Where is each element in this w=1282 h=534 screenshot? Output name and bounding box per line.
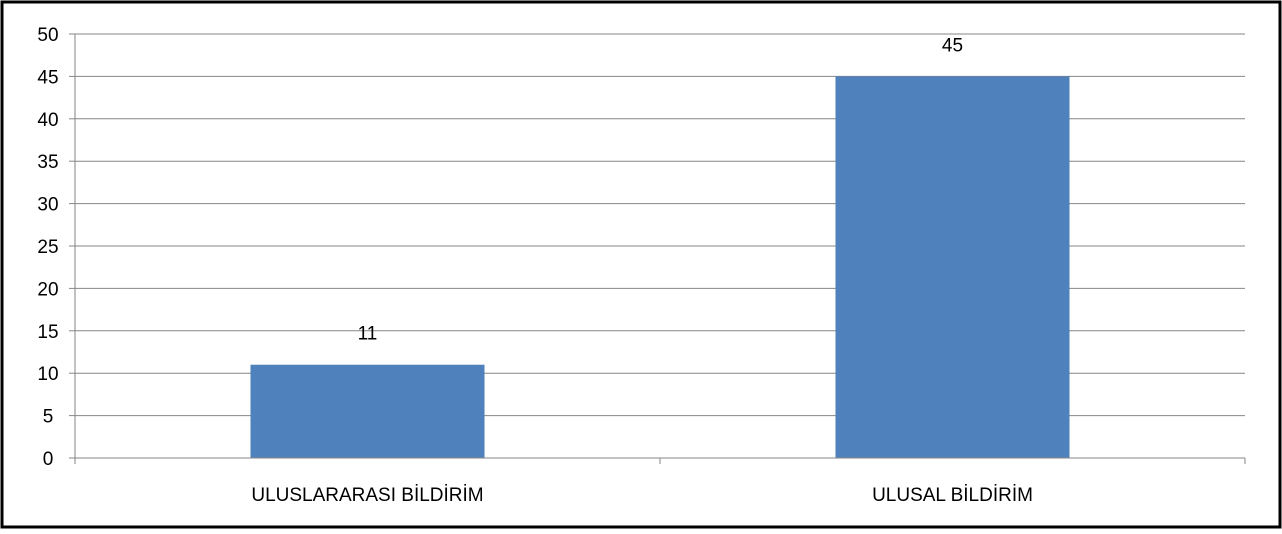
bars — [250, 76, 1070, 459]
y-tick-label: 40 — [37, 110, 58, 131]
y-tick-label: 45 — [37, 67, 58, 88]
y-tick-label: 50 — [37, 25, 58, 46]
data-label: 45 — [942, 35, 963, 56]
x-tick-label: ULUSAL BİLDİRİM — [872, 485, 1033, 506]
y-tick-label: 10 — [37, 364, 58, 385]
y-tick-label: 20 — [37, 279, 58, 300]
bar — [835, 76, 1070, 459]
data-labels: 11 45 — [358, 35, 963, 344]
data-label: 11 — [358, 324, 378, 345]
y-tick-label: 30 — [37, 195, 58, 216]
y-tick-label: 15 — [37, 322, 58, 343]
x-tick-labels: ULUSLARARASI BİLDİRİM ULUSAL BİLDİRİM — [251, 485, 1033, 506]
axes — [74, 34, 1245, 459]
bar — [250, 364, 485, 458]
y-tick-label: 5 — [43, 407, 54, 428]
x-tick-label: ULUSLARARASI BİLDİRİM — [251, 485, 483, 506]
y-tick-label: 35 — [37, 152, 58, 173]
y-tick-labels: 0 5 10 15 20 25 30 35 40 45 50 — [37, 25, 58, 470]
y-tick-label: 25 — [37, 237, 58, 258]
y-tick-label: 0 — [43, 449, 54, 470]
